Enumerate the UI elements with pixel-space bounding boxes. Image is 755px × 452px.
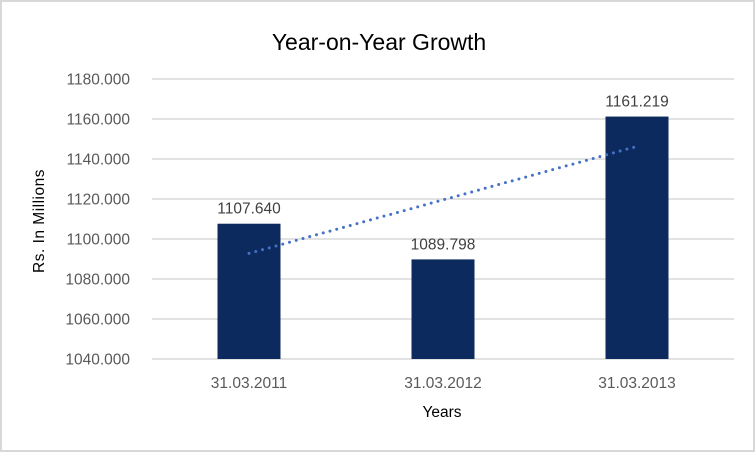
bar-data-label: 1107.640 bbox=[217, 201, 281, 218]
y-tick-label: 1160.000 bbox=[67, 112, 131, 129]
y-tick-label: 1180.000 bbox=[67, 72, 131, 89]
x-tick-label: 31.03.2013 bbox=[598, 375, 676, 392]
plot-area: 1040.000 1060.000 1080.000 1100.000 1120.000… bbox=[65, 72, 734, 392]
y-tick-label: 1120.000 bbox=[67, 192, 131, 209]
y-tick-label: 1100.000 bbox=[67, 232, 131, 249]
trendline bbox=[247, 144, 639, 255]
y-tick-label: 1040.000 bbox=[65, 352, 130, 369]
y-tick-label: 1060.000 bbox=[65, 312, 130, 329]
bar bbox=[605, 116, 669, 359]
chart-title: Year-on-Year Growth bbox=[272, 29, 486, 55]
x-axis-title: Years bbox=[422, 404, 461, 421]
y-axis-title: Rs. In Millions bbox=[31, 169, 48, 273]
bar bbox=[217, 223, 281, 359]
y-tick-label: 1080.000 bbox=[65, 272, 130, 289]
bar-data-label: 1089.798 bbox=[411, 236, 476, 253]
y-tick-label: 1140.000 bbox=[67, 152, 131, 169]
bar-data-label: 1161.219 bbox=[605, 94, 669, 111]
bar bbox=[411, 259, 475, 359]
x-tick-label: 31.03.2012 bbox=[404, 375, 482, 392]
x-tick-label: 31.03.2011 bbox=[211, 375, 287, 392]
